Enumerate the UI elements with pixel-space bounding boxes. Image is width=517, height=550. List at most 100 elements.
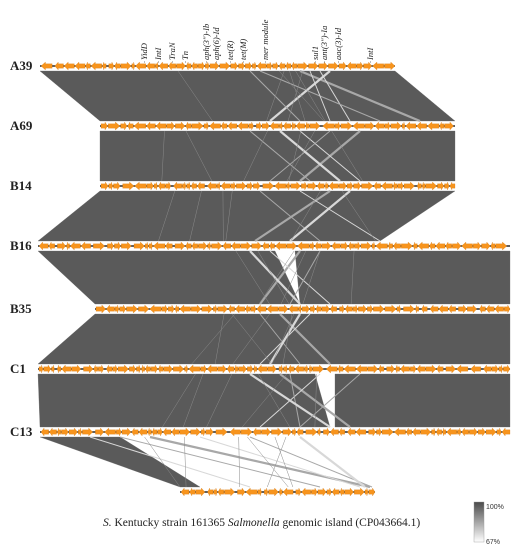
gene-arrow [120,61,132,71]
gene-arrow [330,427,339,437]
gene-arrow [296,427,304,437]
gene-arrow [321,241,332,251]
track-label-a39: A39 [10,58,33,73]
gene-arrow [495,241,508,251]
homology-block [37,373,331,428]
gene-arrow [48,241,55,251]
gene-arrow [90,61,102,71]
gene-arrow [146,181,154,191]
gene-arrow [117,364,129,374]
gene-arrow [135,61,146,71]
gene-arrow [425,364,437,374]
gene-arrow [275,241,287,251]
gene-arrow [168,61,176,71]
gene-arrow [473,241,482,251]
gene-arrow [226,364,235,374]
gene-arrow [283,364,288,374]
gene-arrow [315,304,322,314]
gene-arrow [501,427,511,437]
gene-arrow [200,364,207,374]
gene-arrow [245,304,251,314]
gene-arrow [119,304,126,314]
gene-arrow [352,121,365,131]
gene-arrow [235,304,245,314]
gene-arrow [381,427,394,437]
gene-arrow [384,304,397,314]
gene-arrow [413,241,418,251]
gene-arrow [256,121,262,131]
homology-link [182,373,204,428]
gene-arrow [364,487,369,497]
gene-arrow [191,304,202,314]
gene-arrow [339,427,345,437]
gene-arrow [321,304,330,314]
gene-arrow [344,487,354,497]
genome-track [40,61,396,71]
gene-arrow [122,181,135,191]
genome-track [40,427,511,437]
gene-arrow [61,364,72,374]
gene-arrow [162,427,172,437]
gene-arrow [317,487,327,497]
svg-text:S. Kentucky strain 161365 Salm: S. Kentucky strain 161365 Salmonella gen… [103,517,420,529]
gene-arrow [301,181,308,191]
gene-arrow [173,181,182,191]
gene-arrow [149,304,162,314]
gene-arrow [309,121,321,131]
gene-arrow [80,241,91,251]
gene-arrow [253,181,261,191]
gene-arrow [431,427,436,437]
gene-arrow [388,241,393,251]
gene-arrow [217,181,221,191]
gene-arrow [179,427,191,437]
gene-arrow [305,121,310,131]
gene-arrow [158,181,166,191]
legend-gradient-bar [473,501,485,543]
gene-arrow [367,304,373,314]
gene-arrow [138,304,150,314]
track-label-b35: B35 [10,301,32,316]
gene-arrow [108,61,115,71]
homology-block [334,373,511,428]
gene-arrow [205,427,214,437]
gene-arrow [104,427,116,437]
gene-arrow [231,241,241,251]
gene-arrow [71,364,82,374]
gene-arrow [269,241,275,251]
gene-arrow [188,364,201,374]
gene-arrow [215,427,228,437]
track-label-c1: C1 [10,361,26,376]
genome-tracks [38,61,511,497]
gene-arrow [456,364,469,374]
gene-arrow [195,487,206,497]
homology-link [214,313,225,365]
gene-arrow [390,121,402,131]
gene-arrow [420,427,432,437]
gene-arrow [406,427,412,437]
gene-arrow [257,364,268,374]
gene-arrow [51,364,55,374]
homology-link [269,130,331,182]
gene-arrow [186,61,192,71]
gene-arrow [442,427,446,437]
gene-arrow [415,304,419,314]
homology-link [289,250,321,305]
gene-arrow [262,181,274,191]
homology-link [247,436,289,488]
gene-arrow [108,121,121,131]
gene-arrow [201,304,213,314]
homology-link [269,70,331,122]
gene-arrow [219,61,231,71]
homology-link [254,190,331,242]
homology-link [267,436,287,488]
gene-arrow [106,304,115,314]
gene-arrow [439,121,445,131]
homology-link [290,190,321,242]
homology-link [243,130,268,182]
gene-arrow [491,364,499,374]
track-label-c13: C13 [10,424,33,439]
gene-arrow [206,364,218,374]
gene-arrow [108,181,113,191]
gene-arrow [211,241,223,251]
gene-arrow [340,121,353,131]
